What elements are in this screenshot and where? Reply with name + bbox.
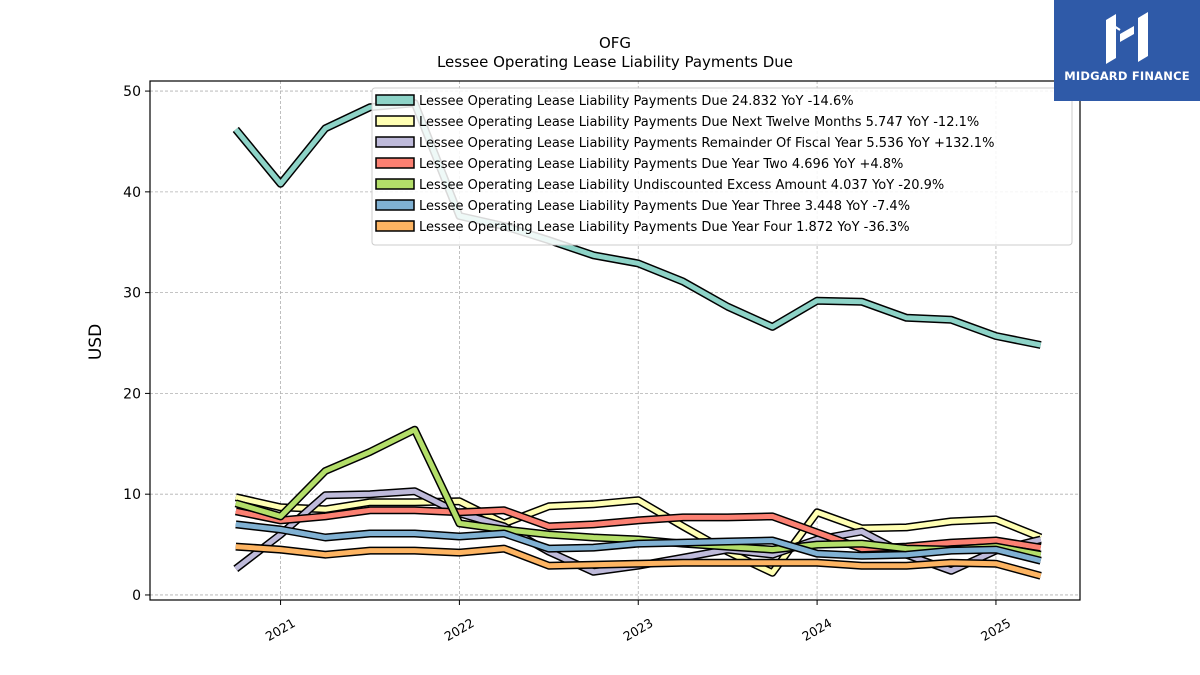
legend-swatch-4 bbox=[375, 178, 415, 190]
series-line-5 bbox=[235, 521, 1042, 564]
brand-name: MIDGARD FINANCE bbox=[1064, 69, 1190, 83]
legend-label-5: Lessee Operating Lease Liability Payment… bbox=[419, 199, 910, 214]
series-group bbox=[232, 99, 1043, 580]
legend-swatch-0 bbox=[375, 94, 415, 106]
plot-frame bbox=[149, 80, 1081, 601]
x-tick-label: 2025 bbox=[978, 615, 1013, 644]
chart-title: OFG bbox=[599, 34, 631, 52]
series-line-4 bbox=[235, 427, 1042, 558]
legend-swatch-6 bbox=[375, 220, 415, 232]
legend-swatch-1 bbox=[375, 115, 415, 127]
y-tick-label: 10 bbox=[123, 487, 141, 503]
series-line-0 bbox=[233, 100, 1042, 348]
midgard-logo-icon bbox=[1106, 12, 1148, 64]
legend-label-0: Lessee Operating Lease Liability Payment… bbox=[419, 94, 854, 109]
y-tick-label: 0 bbox=[132, 588, 141, 604]
y-tick-label: 30 bbox=[123, 286, 141, 302]
legend-label-1: Lessee Operating Lease Liability Payment… bbox=[419, 115, 979, 130]
y-tick-label: 50 bbox=[123, 84, 141, 100]
axes: 0 10 20 30 40 50 2021 2022 2023 2024 2025 bbox=[123, 84, 1013, 644]
y-tick-label: 20 bbox=[123, 386, 141, 402]
series-line-6 bbox=[235, 544, 1042, 579]
y-tick-label: 40 bbox=[123, 185, 141, 201]
chart-subtitle: Lessee Operating Lease Liability Payment… bbox=[437, 53, 793, 71]
legend-label-2: Lessee Operating Lease Liability Payment… bbox=[419, 136, 994, 151]
legend: Lessee Operating Lease Liability Payment… bbox=[371, 87, 1073, 246]
legend-label-4: Lessee Operating Lease Liability Undisco… bbox=[419, 178, 944, 193]
legend-box bbox=[371, 87, 1073, 246]
x-tick-label: 2024 bbox=[799, 615, 834, 644]
x-tick-label: 2022 bbox=[442, 615, 477, 644]
brand-logo: MIDGARD FINANCE bbox=[1054, 0, 1200, 101]
legend-swatch-3 bbox=[375, 157, 415, 169]
x-tick-label: 2023 bbox=[620, 615, 655, 644]
legend-swatch-2 bbox=[375, 136, 415, 148]
legend-label-3: Lessee Operating Lease Liability Payment… bbox=[419, 157, 903, 172]
legend-label-6: Lessee Operating Lease Liability Payment… bbox=[419, 220, 910, 235]
y-axis-label: USD bbox=[86, 324, 106, 360]
x-tick-label: 2021 bbox=[263, 615, 298, 644]
series-line-1 bbox=[235, 494, 1042, 576]
legend-swatch-5 bbox=[375, 199, 415, 211]
